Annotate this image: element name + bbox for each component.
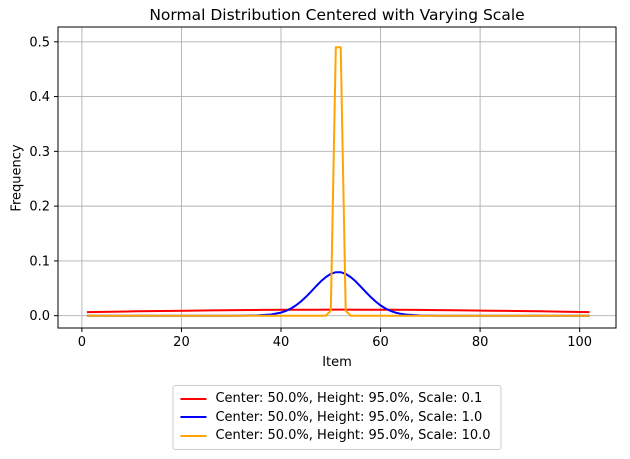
legend-label-0: Center: 50.0%, Height: 95.0%, Scale: 0.1 <box>215 391 483 406</box>
legend-line-swatch-2 <box>180 434 207 437</box>
legend: Center: 50.0%, Height: 95.0%, Scale: 0.1… <box>172 385 502 450</box>
series-line-2 <box>86 46 590 317</box>
x-axis-label: Item <box>322 355 352 370</box>
axes-spines <box>57 26 617 329</box>
legend-line-swatch-1 <box>180 416 207 419</box>
y-tick-label-1: 0.1 <box>29 254 50 269</box>
x-tick-label-3: 60 <box>372 335 389 350</box>
legend-label-2: Center: 50.0%, Height: 95.0%, Scale: 10.… <box>215 428 491 443</box>
x-tick-label-2: 40 <box>273 335 290 350</box>
legend-line-swatch-0 <box>180 397 207 400</box>
chart-title: Normal Distribution Centered with Varyin… <box>149 6 525 24</box>
y-tick-label-3: 0.3 <box>29 145 50 160</box>
y-tick-label-0: 0.0 <box>29 309 50 324</box>
x-tick-label-4: 80 <box>472 335 489 350</box>
legend-entry-2: Center: 50.0%, Height: 95.0%, Scale: 10.… <box>180 428 491 444</box>
legend-label-1: Center: 50.0%, Height: 95.0%, Scale: 1.0 <box>215 409 483 425</box>
y-tick-label-5: 0.5 <box>29 35 50 50</box>
y-tick-label-2: 0.2 <box>29 200 50 215</box>
y-tick-label-4: 0.4 <box>29 90 50 105</box>
series-line-1 <box>86 271 590 317</box>
x-tick-label-1: 20 <box>173 335 190 350</box>
legend-entry-0: Center: 50.0%, Height: 95.0%, Scale: 0.1 <box>180 391 490 407</box>
x-tick-label-0: 0 <box>78 335 86 350</box>
series-line-0 <box>86 308 590 314</box>
legend-entry-1: Center: 50.0%, Height: 95.0%, Scale: 1.0 <box>180 410 490 426</box>
x-tick-label-5: 100 <box>567 335 592 350</box>
